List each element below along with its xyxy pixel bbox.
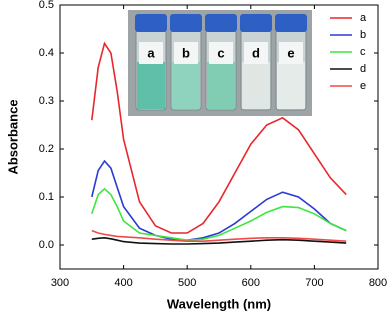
line-series (91, 187, 347, 242)
line-series (91, 236, 347, 245)
vial-liquid (207, 62, 235, 109)
vial-label (279, 42, 303, 64)
vial-label-text: b (182, 45, 190, 60)
vial-label-text: c (217, 45, 224, 60)
vial-liquid (137, 62, 165, 109)
line-series (91, 229, 347, 242)
y-tick-label: 0.2 (39, 143, 54, 155)
x-tick-label: 500 (178, 277, 196, 289)
y-tick-label: 0.5 (39, 0, 54, 11)
x-tick-label: 300 (51, 277, 69, 289)
x-tick-label: 400 (114, 277, 132, 289)
vial-label-text: e (287, 45, 294, 60)
legend-label: c (360, 46, 366, 58)
vial-cap (240, 14, 272, 32)
vial-label (139, 42, 163, 64)
plot-frame (59, 4, 379, 270)
y-tick-label: 0.1 (39, 191, 54, 203)
y-axis-label: Absorbance (5, 99, 20, 174)
vial-liquid (242, 62, 270, 109)
vial-label (244, 42, 268, 64)
vial-cap (275, 14, 307, 32)
vial-cap (170, 14, 202, 32)
legend-label: e (360, 80, 366, 92)
x-axis-label: Wavelength (nm) (167, 296, 271, 311)
y-tick-label: 0.3 (39, 95, 54, 107)
vial-label-text: a (147, 45, 155, 60)
inset-photo: a b c d e (128, 10, 312, 116)
legend-label: b (360, 29, 366, 41)
vial-liquid (277, 62, 305, 109)
x-tick-label: 600 (242, 277, 260, 289)
legend-label: a (360, 12, 367, 24)
x-tick-label: 700 (305, 277, 323, 289)
line-series (91, 41, 347, 234)
legend-label: d (360, 63, 366, 75)
vial-liquid (172, 62, 200, 109)
vial-cap (135, 14, 167, 32)
x-tick-label: 800 (369, 277, 387, 289)
vial-label (174, 42, 198, 64)
vial-label (209, 42, 233, 64)
vial-cap (205, 14, 237, 32)
vial-label-text: d (252, 45, 260, 60)
y-tick-label: 0.0 (39, 239, 54, 251)
y-tick-label: 0.4 (39, 47, 54, 59)
